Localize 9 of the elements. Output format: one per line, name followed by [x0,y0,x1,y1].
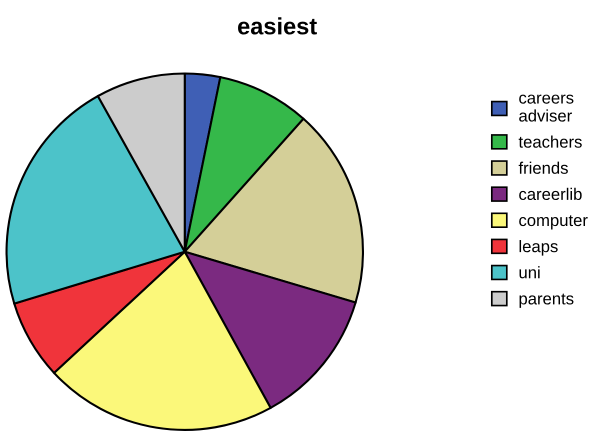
legend-label: parents [520,294,574,308]
legend-label: careerlib [519,188,582,200]
chart-title: easiest [238,17,317,35]
legend-label: friends [518,162,568,174]
legend-label: teachers [518,136,582,148]
legend-label: leaps [520,240,558,256]
legend-label: careers adviser [519,94,574,122]
legend-label: uni [520,266,540,278]
legend-label: computer [519,215,588,230]
